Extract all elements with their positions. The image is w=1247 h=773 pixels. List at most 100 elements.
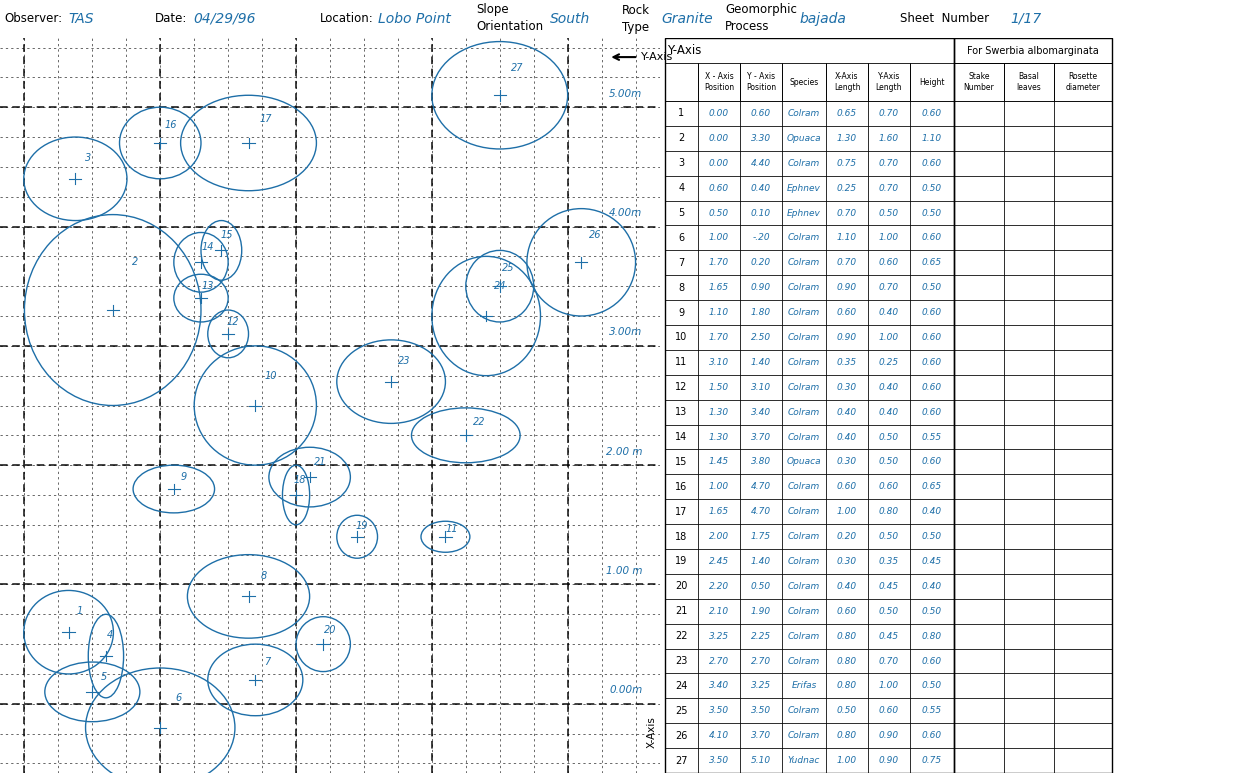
- Text: Geomorphic: Geomorphic: [725, 4, 797, 16]
- Bar: [1054, 250, 1112, 275]
- Text: 1.70: 1.70: [710, 258, 729, 267]
- Text: 8: 8: [261, 570, 267, 581]
- Text: Colram: Colram: [788, 433, 821, 441]
- Bar: [1004, 524, 1054, 549]
- Bar: [698, 325, 739, 350]
- Bar: [782, 63, 826, 101]
- Bar: [665, 200, 698, 226]
- Text: 12: 12: [676, 382, 687, 392]
- Bar: [826, 400, 868, 424]
- Text: Height: Height: [919, 77, 945, 87]
- Bar: [739, 549, 782, 574]
- Bar: [826, 275, 868, 300]
- Bar: [1054, 624, 1112, 649]
- Bar: [665, 226, 698, 250]
- Bar: [1004, 624, 1054, 649]
- Text: 1.90: 1.90: [751, 607, 771, 616]
- Bar: [868, 424, 910, 449]
- Text: 3.50: 3.50: [710, 707, 729, 715]
- Text: Colram: Colram: [788, 607, 821, 616]
- Text: Colram: Colram: [788, 158, 821, 168]
- Text: 26: 26: [589, 230, 601, 240]
- Bar: [739, 624, 782, 649]
- Bar: [1004, 300, 1054, 325]
- Text: 23: 23: [399, 356, 412, 366]
- Text: 5: 5: [678, 208, 685, 218]
- Text: 4.70: 4.70: [751, 482, 771, 492]
- Bar: [1004, 350, 1054, 375]
- Text: 1.00: 1.00: [879, 333, 899, 342]
- Text: 5: 5: [101, 672, 107, 682]
- Bar: [954, 449, 1004, 475]
- Text: Process: Process: [725, 21, 769, 33]
- Text: 5.10: 5.10: [751, 756, 771, 765]
- Bar: [910, 549, 954, 574]
- Bar: [782, 748, 826, 773]
- Bar: [826, 475, 868, 499]
- Text: 0.50: 0.50: [922, 184, 941, 192]
- Bar: [868, 400, 910, 424]
- Bar: [1004, 226, 1054, 250]
- Bar: [782, 250, 826, 275]
- Text: 0.80: 0.80: [837, 731, 857, 741]
- Text: 3.70: 3.70: [751, 433, 771, 441]
- Text: 3: 3: [678, 158, 685, 169]
- Text: 0.75: 0.75: [922, 756, 941, 765]
- Bar: [1004, 101, 1054, 126]
- Bar: [739, 175, 782, 200]
- Bar: [868, 151, 910, 175]
- Bar: [868, 698, 910, 724]
- Text: Colram: Colram: [788, 482, 821, 492]
- Bar: [868, 673, 910, 698]
- Bar: [698, 748, 739, 773]
- Bar: [665, 499, 698, 524]
- Bar: [826, 250, 868, 275]
- Bar: [782, 673, 826, 698]
- Text: Sheet  Number: Sheet Number: [900, 12, 989, 26]
- Bar: [954, 574, 1004, 599]
- Bar: [1004, 424, 1054, 449]
- Text: 0.90: 0.90: [879, 756, 899, 765]
- Text: Erifas: Erifas: [792, 681, 817, 690]
- Bar: [698, 250, 739, 275]
- Text: 0.75: 0.75: [837, 158, 857, 168]
- Bar: [954, 101, 1004, 126]
- Bar: [868, 574, 910, 599]
- Bar: [910, 499, 954, 524]
- Text: Colram: Colram: [788, 109, 821, 118]
- Text: 0.30: 0.30: [837, 383, 857, 392]
- Text: 0.60: 0.60: [879, 482, 899, 492]
- Text: 22: 22: [675, 631, 688, 641]
- Text: 11: 11: [445, 524, 458, 534]
- Text: 0.50: 0.50: [922, 607, 941, 616]
- Text: 0.40: 0.40: [751, 184, 771, 192]
- Text: Colram: Colram: [788, 632, 821, 641]
- Bar: [910, 400, 954, 424]
- Bar: [782, 375, 826, 400]
- Text: 0.90: 0.90: [837, 283, 857, 292]
- Bar: [954, 126, 1004, 151]
- Text: 0.45: 0.45: [879, 582, 899, 591]
- Text: 0.60: 0.60: [922, 358, 941, 367]
- Bar: [826, 424, 868, 449]
- Text: 20: 20: [676, 581, 687, 591]
- Bar: [1054, 375, 1112, 400]
- Text: 0.00m: 0.00m: [609, 686, 642, 696]
- Bar: [782, 475, 826, 499]
- Text: 3.10: 3.10: [710, 358, 729, 367]
- Text: 3.00m: 3.00m: [609, 328, 642, 338]
- Text: 0.55: 0.55: [922, 707, 941, 715]
- Text: 7: 7: [264, 657, 271, 667]
- Text: 22: 22: [473, 417, 485, 427]
- Bar: [782, 101, 826, 126]
- Text: 1.00: 1.00: [710, 233, 729, 243]
- Text: 0.90: 0.90: [751, 283, 771, 292]
- Bar: [826, 724, 868, 748]
- Bar: [665, 649, 698, 673]
- Bar: [910, 574, 954, 599]
- Bar: [910, 524, 954, 549]
- Text: 0.80: 0.80: [837, 656, 857, 666]
- Text: 4: 4: [678, 183, 685, 193]
- Bar: [739, 400, 782, 424]
- Bar: [782, 400, 826, 424]
